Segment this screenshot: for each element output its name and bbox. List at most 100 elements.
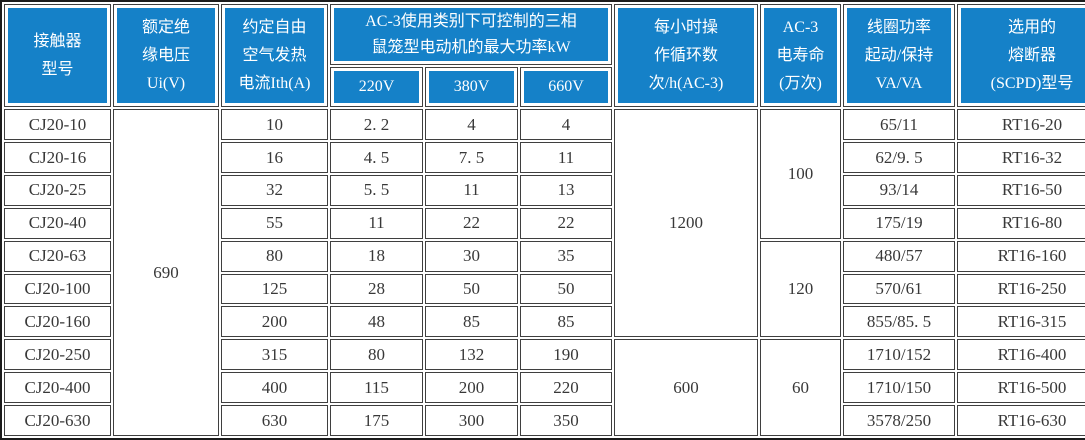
cell-p660: 220 xyxy=(520,372,612,404)
header-660v: 660V xyxy=(520,67,612,108)
cell-fuse: RT16-315 xyxy=(957,306,1085,338)
cell-ith: 400 xyxy=(221,372,328,404)
cell-ith: 55 xyxy=(221,207,328,239)
cell-life-group: 120 xyxy=(760,240,841,338)
cell-p380: 22 xyxy=(425,207,518,239)
cell-p380: 30 xyxy=(425,240,518,272)
cell-ith: 200 xyxy=(221,306,328,338)
cell-coil: 3578/250 xyxy=(843,405,955,436)
cell-ith: 125 xyxy=(221,273,328,305)
cell-p380: 132 xyxy=(425,339,518,371)
cell-p220: 80 xyxy=(330,339,423,371)
cell-life-group: 100 xyxy=(760,109,841,239)
cell-model: CJ20-100 xyxy=(4,273,111,305)
header-220v: 220V xyxy=(330,67,423,108)
cell-coil: 570/61 xyxy=(843,273,955,305)
cell-p380: 85 xyxy=(425,306,518,338)
cell-life-group: 60 xyxy=(760,339,841,436)
cell-p660: 35 xyxy=(520,240,612,272)
table-row: CJ20-630 630 175 300 350 3578/250 RT16-6… xyxy=(4,405,1085,436)
cell-p660: 50 xyxy=(520,273,612,305)
table-row: CJ20-63 80 18 30 35 120 480/57 RT16-160 xyxy=(4,240,1085,338)
cell-fuse: RT16-50 xyxy=(957,174,1085,206)
cell-coil: 93/14 xyxy=(843,174,955,206)
header-380v: 380V xyxy=(425,67,518,108)
cell-p220: 48 xyxy=(330,306,423,338)
header-electrical-life: AC-3 电寿命 (万次) xyxy=(760,4,841,108)
cell-model: CJ20-25 xyxy=(4,174,111,206)
table-row: CJ20-400 400 115 200 220 1710/150 RT16-5… xyxy=(4,372,1085,404)
table-row: CJ20-25 32 5. 5 11 13 93/14 RT16-50 xyxy=(4,174,1085,206)
cell-p380: 50 xyxy=(425,273,518,305)
cell-coil: 65/11 xyxy=(843,109,955,141)
cell-model: CJ20-10 xyxy=(4,109,111,141)
cell-p380: 4 xyxy=(425,109,518,141)
header-operating-cycles: 每小时操 作循环数 次/h(AC-3) xyxy=(614,4,758,108)
cell-p380: 11 xyxy=(425,174,518,206)
cell-p220: 2. 2 xyxy=(330,109,423,141)
header-row-2: 220V 380V 660V xyxy=(4,67,1085,108)
cell-fuse: RT16-630 xyxy=(957,405,1085,436)
table-row: CJ20-10 690 10 2. 2 4 4 1200 100 65/11 R… xyxy=(4,109,1085,436)
cell-model: CJ20-63 xyxy=(4,240,111,272)
cell-cycles-group: 1200 xyxy=(614,109,758,338)
table-row: CJ20-250 315 80 132 190 600 60 1710/152 … xyxy=(4,339,1085,436)
cell-coil: 1710/152 xyxy=(843,339,955,371)
cell-p220: 28 xyxy=(330,273,423,305)
header-row-1: 接触器 型号 额定绝 缘电压 Ui(V) 约定自由 空气发热 电流Ith(A) … xyxy=(4,4,1085,108)
cell-coil: 175/19 xyxy=(843,207,955,239)
cell-ith: 630 xyxy=(221,405,328,436)
cell-model: CJ20-400 xyxy=(4,372,111,404)
cell-ith: 32 xyxy=(221,174,328,206)
cell-model: CJ20-160 xyxy=(4,306,111,338)
table-row: CJ20-40 55 11 22 22 175/19 RT16-80 xyxy=(4,207,1085,239)
cell-p660: 350 xyxy=(520,405,612,436)
cell-p660: 190 xyxy=(520,339,612,371)
header-insulation-voltage: 额定绝 缘电压 Ui(V) xyxy=(113,4,219,108)
cell-cycles-group: 600 xyxy=(614,339,758,436)
cell-ith: 16 xyxy=(221,142,328,173)
cell-model: CJ20-40 xyxy=(4,207,111,239)
cell-fuse: RT16-80 xyxy=(957,207,1085,239)
cell-coil: 855/85. 5 xyxy=(843,306,955,338)
cell-p660: 11 xyxy=(520,142,612,173)
cell-p380: 7. 5 xyxy=(425,142,518,173)
header-contactor-model: 接触器 型号 xyxy=(4,4,111,108)
cell-p660: 4 xyxy=(520,109,612,141)
cell-p220: 11 xyxy=(330,207,423,239)
cell-ui-voltage: 690 xyxy=(113,109,219,436)
cell-model: CJ20-250 xyxy=(4,339,111,371)
cell-p380: 200 xyxy=(425,372,518,404)
cell-fuse: RT16-160 xyxy=(957,240,1085,272)
cell-model: CJ20-630 xyxy=(4,405,111,436)
cell-p220: 175 xyxy=(330,405,423,436)
cell-fuse: RT16-250 xyxy=(957,273,1085,305)
cell-model: CJ20-16 xyxy=(4,142,111,173)
cell-p660: 22 xyxy=(520,207,612,239)
cell-p380: 300 xyxy=(425,405,518,436)
cell-fuse: RT16-20 xyxy=(957,109,1085,141)
header-thermal-current: 约定自由 空气发热 电流Ith(A) xyxy=(221,4,328,108)
table-row: CJ20-160 200 48 85 85 855/85. 5 RT16-315 xyxy=(4,306,1085,338)
cell-p220: 4. 5 xyxy=(330,142,423,173)
cell-p660: 13 xyxy=(520,174,612,206)
cell-coil: 62/9. 5 xyxy=(843,142,955,173)
cell-p220: 115 xyxy=(330,372,423,404)
cell-ith: 10 xyxy=(221,109,328,141)
cell-ith: 315 xyxy=(221,339,328,371)
cell-ith: 80 xyxy=(221,240,328,272)
header-max-power-group: AC-3使用类别下可控制的三相 鼠笼型电动机的最大功率kW xyxy=(330,4,612,66)
cell-fuse: RT16-500 xyxy=(957,372,1085,404)
cell-coil: 1710/150 xyxy=(843,372,955,404)
header-fuse-type: 选用的 熔断器 (SCPD)型号 xyxy=(957,4,1085,108)
table-row: CJ20-100 125 28 50 50 570/61 RT16-250 xyxy=(4,273,1085,305)
cell-p660: 85 xyxy=(520,306,612,338)
cell-coil: 480/57 xyxy=(843,240,955,272)
cell-fuse: RT16-400 xyxy=(957,339,1085,371)
cell-fuse: RT16-32 xyxy=(957,142,1085,173)
table-row: CJ20-16 16 4. 5 7. 5 11 62/9. 5 RT16-32 xyxy=(4,142,1085,173)
cell-p220: 18 xyxy=(330,240,423,272)
header-coil-power: 线圈功率 起动/保持 VA/VA xyxy=(843,4,955,108)
